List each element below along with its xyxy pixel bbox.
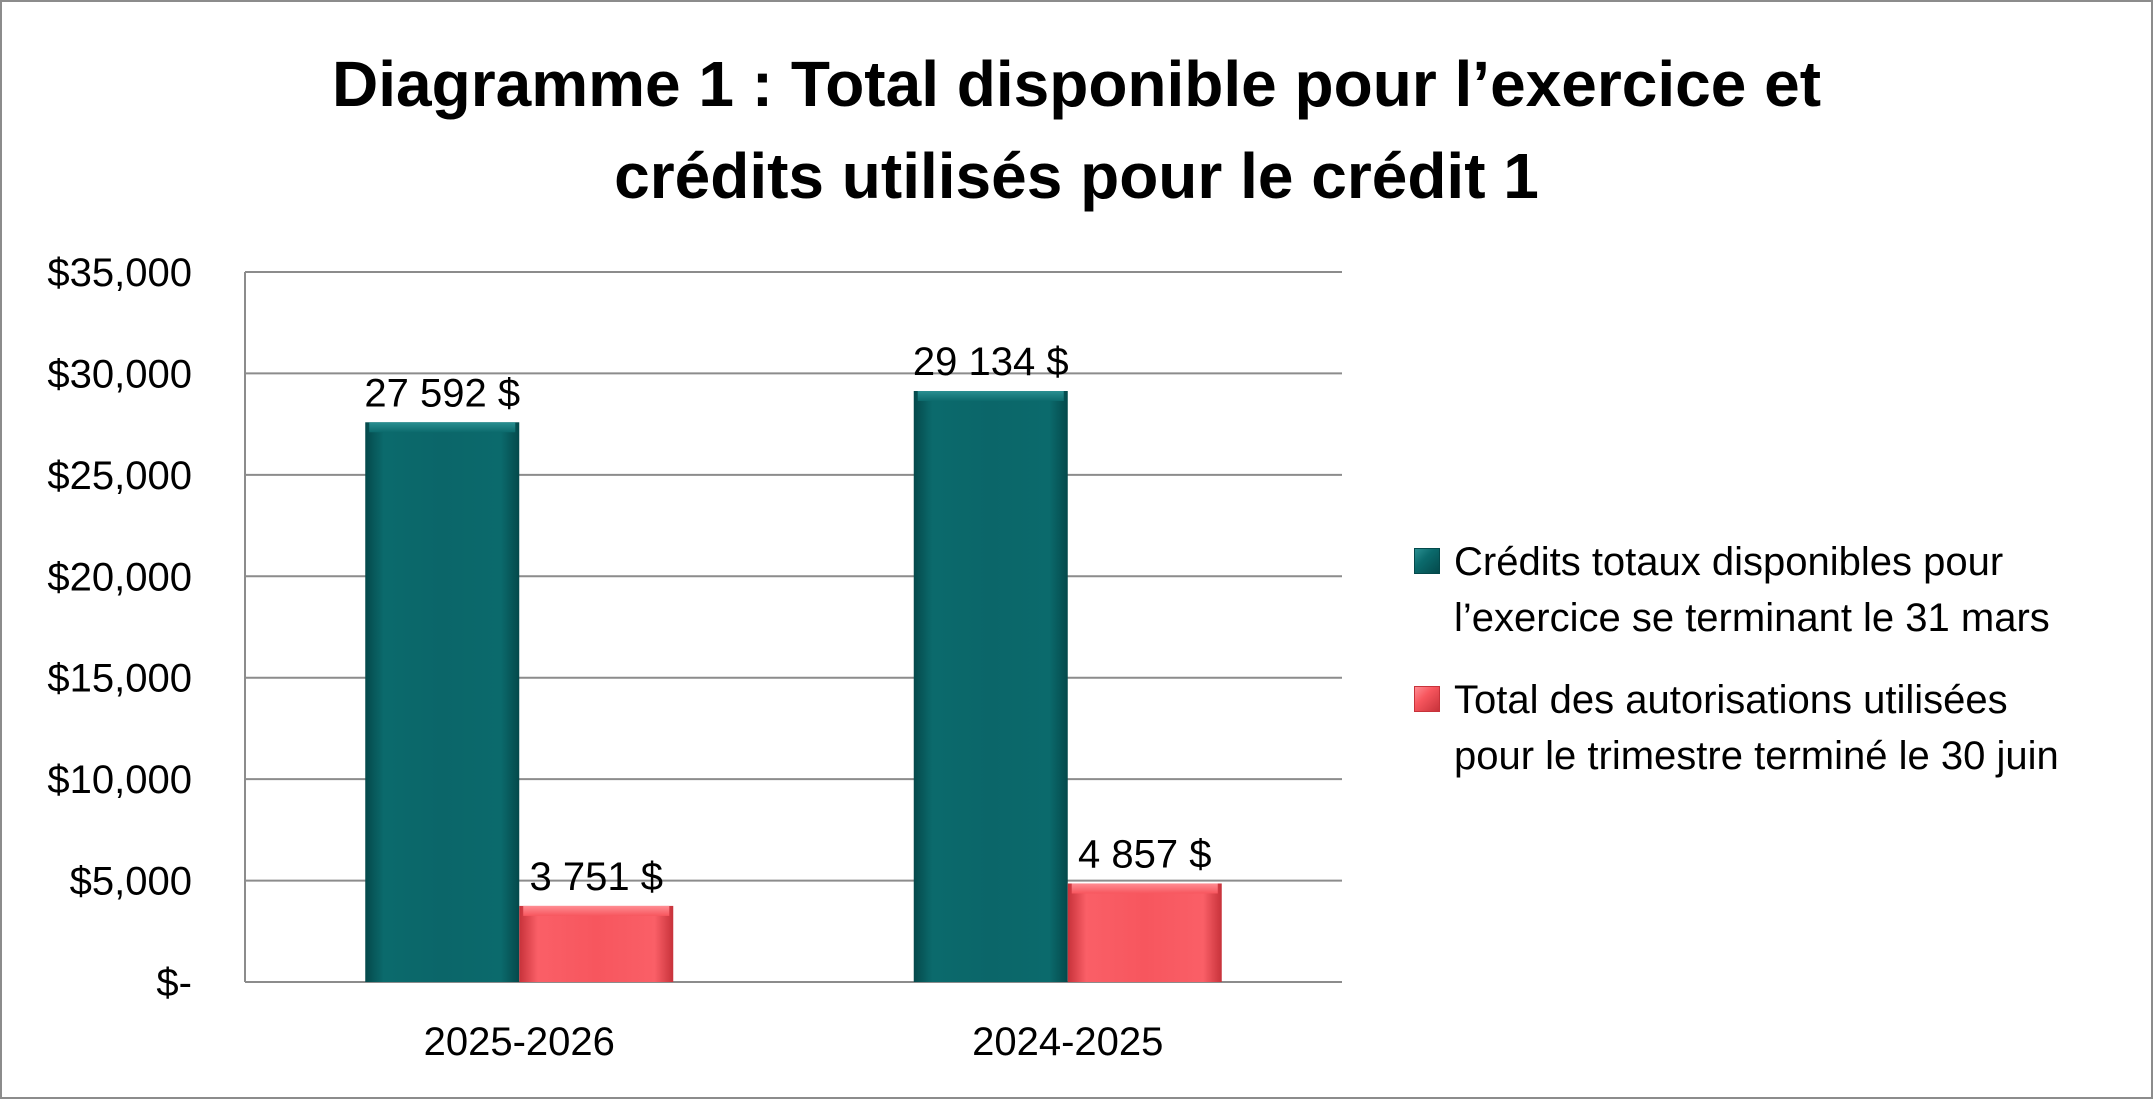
bars (365, 390, 1222, 983)
bar-bevel (369, 422, 516, 433)
chart-title-line-1: Diagramme 1 : Total disponible pour l’ex… (332, 48, 1821, 120)
data-label: 27 592 $ (364, 371, 520, 415)
data-label: 4 857 $ (1078, 832, 1211, 876)
y-tick-label: $30,000 (47, 352, 192, 396)
y-tick-label: $5,000 (70, 860, 192, 904)
y-tick-label: $25,000 (47, 454, 192, 498)
bar-available-2025-2026 (365, 422, 520, 982)
chart-title-line-2: crédits utilisés pour le crédit 1 (614, 140, 1539, 212)
data-labels: 27 592 $ 3 751 $ 29 134 $ 4 857 $ (364, 340, 1211, 899)
bar-available-2024-2025 (913, 390, 1068, 983)
data-label: 3 751 $ (530, 855, 663, 899)
bar-bevel (917, 390, 1064, 401)
legend: Crédits totaux disponibles pour l’exerci… (1414, 534, 2114, 810)
legend-swatch-red (1414, 686, 1440, 712)
data-label: 29 134 $ (913, 340, 1069, 384)
legend-item-used: Total des autorisations utilisées pour l… (1414, 672, 2114, 784)
legend-label-line: Crédits totaux disponibles pour (1454, 540, 2004, 584)
y-tick-label: $20,000 (47, 555, 192, 599)
x-tick-label: 2025-2026 (424, 1020, 615, 1064)
y-tick-label: $10,000 (47, 758, 192, 802)
bar-bevel (1071, 883, 1218, 894)
bar-used-2024-2025 (1067, 883, 1222, 982)
y-tick-label: $- (156, 961, 192, 1005)
legend-label-line: l’exercice se terminant le 31 mars (1454, 596, 2050, 640)
x-axis-ticks: 2025-2026 2024-2025 (424, 1020, 1164, 1064)
legend-item-available: Crédits totaux disponibles pour l’exerci… (1414, 534, 2114, 646)
chart-title: Diagramme 1 : Total disponible pour l’ex… (0, 38, 2153, 222)
x-tick-label: 2024-2025 (972, 1020, 1163, 1064)
y-tick-label: $35,000 (47, 251, 192, 295)
y-axis-ticks: $- $5,000 $10,000 $15,000 $20,000 $25,000 $30,… (47, 251, 192, 1005)
legend-swatch-teal (1414, 548, 1440, 574)
legend-label-line: pour le trimestre terminé le 30 juin (1454, 734, 2059, 778)
y-tick-label: $15,000 (47, 657, 192, 701)
bar-bevel (523, 905, 670, 916)
bar-used-2025-2026 (519, 905, 674, 982)
legend-label-line: Total des autorisations utilisées (1454, 678, 2008, 722)
